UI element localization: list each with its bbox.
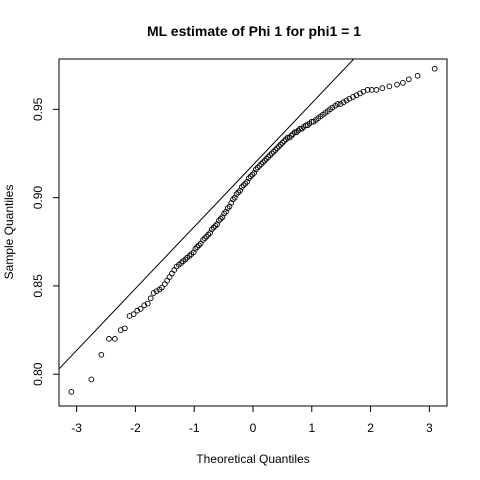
data-point: [279, 140, 286, 146]
data-point: [216, 217, 222, 224]
data-point: [260, 159, 266, 166]
data-point: [364, 87, 371, 93]
data-point: [373, 87, 380, 93]
data-point: [270, 148, 277, 155]
x-tick-label: -1: [189, 421, 200, 435]
data-point: [224, 205, 231, 212]
data-point: [230, 196, 236, 203]
x-axis-label: Theoretical Quantiles: [196, 452, 309, 466]
data-point: [286, 134, 293, 141]
data-point: [249, 171, 256, 178]
x-tick-label: 1: [308, 421, 315, 435]
data-point: [258, 161, 265, 167]
y-tick-label: 0.90: [31, 186, 45, 210]
data-point: [386, 83, 393, 90]
data-point: [268, 150, 275, 157]
data-point: [153, 288, 160, 295]
data-point: [111, 336, 118, 342]
data-point: [263, 155, 270, 162]
data-point: [217, 215, 224, 222]
data-point: [201, 235, 208, 242]
data-point: [247, 173, 254, 180]
data-point: [261, 157, 268, 164]
data-point: [267, 152, 273, 159]
data-point: [186, 253, 193, 259]
data-point: [221, 210, 228, 217]
x-tick-label: 3: [426, 421, 433, 435]
data-point: [272, 147, 279, 153]
data-point: [203, 233, 210, 240]
data-point: [256, 162, 263, 169]
data-point: [329, 104, 336, 111]
data-point: [238, 184, 245, 190]
data-point: [288, 132, 295, 139]
data-point: [304, 122, 311, 129]
y-axis: 0.80 0.85 0.90 0.95: [31, 97, 59, 386]
data-point: [106, 336, 112, 342]
data-point: [242, 180, 249, 187]
data-point: [254, 164, 261, 171]
data-point: [405, 76, 412, 83]
data-point: [379, 85, 386, 91]
data-point: [194, 244, 201, 250]
data-point: [212, 223, 219, 229]
data-point: [246, 175, 252, 182]
data-point: [159, 284, 165, 291]
y-tick-label: 0.95: [31, 97, 45, 121]
data-point: [208, 226, 215, 233]
chart-title: ML estimate of Phi 1 for phi1 = 1: [147, 23, 361, 39]
data-point: [343, 97, 350, 104]
data-point: [130, 311, 137, 318]
data-point: [235, 189, 242, 196]
data-point: [121, 325, 128, 332]
data-point: [276, 143, 282, 150]
x-tick-label: -3: [71, 421, 82, 435]
data-point: [68, 389, 75, 395]
data-point: [178, 260, 185, 266]
data-point: [205, 231, 212, 238]
data-point: [340, 99, 347, 106]
data-point: [240, 182, 247, 189]
data-point: [394, 81, 400, 88]
data-point: [337, 101, 344, 107]
data-points: [68, 65, 438, 395]
data-point: [147, 295, 154, 302]
data-point: [277, 141, 284, 148]
data-point: [233, 191, 240, 197]
data-point: [274, 145, 280, 152]
y-tick-label: 0.85: [31, 274, 45, 298]
x-tick-label: 0: [250, 421, 257, 435]
data-point: [88, 376, 95, 383]
data-point: [293, 129, 300, 136]
x-axis: -3 -2 -1 0 1 2 3: [71, 406, 433, 435]
data-point: [281, 138, 288, 144]
data-point: [400, 79, 406, 86]
data-point: [334, 101, 341, 107]
data-point: [431, 65, 438, 72]
data-point: [210, 224, 217, 231]
data-point: [182, 256, 189, 263]
x-tick-label: -2: [130, 421, 141, 435]
data-point: [200, 237, 206, 243]
data-point: [98, 351, 105, 358]
data-point: [298, 125, 305, 132]
x-tick-label: 2: [367, 421, 374, 435]
data-point: [192, 245, 199, 252]
data-point: [150, 290, 157, 296]
data-point: [414, 72, 421, 79]
y-tick-label: 0.80: [31, 362, 45, 386]
data-point: [196, 242, 202, 249]
reference-line: [59, 59, 355, 370]
data-point: [265, 154, 272, 160]
data-point: [144, 300, 151, 307]
data-point: [137, 306, 144, 312]
data-point: [253, 166, 259, 173]
y-axis-label: Sample Quantiles: [2, 185, 16, 280]
